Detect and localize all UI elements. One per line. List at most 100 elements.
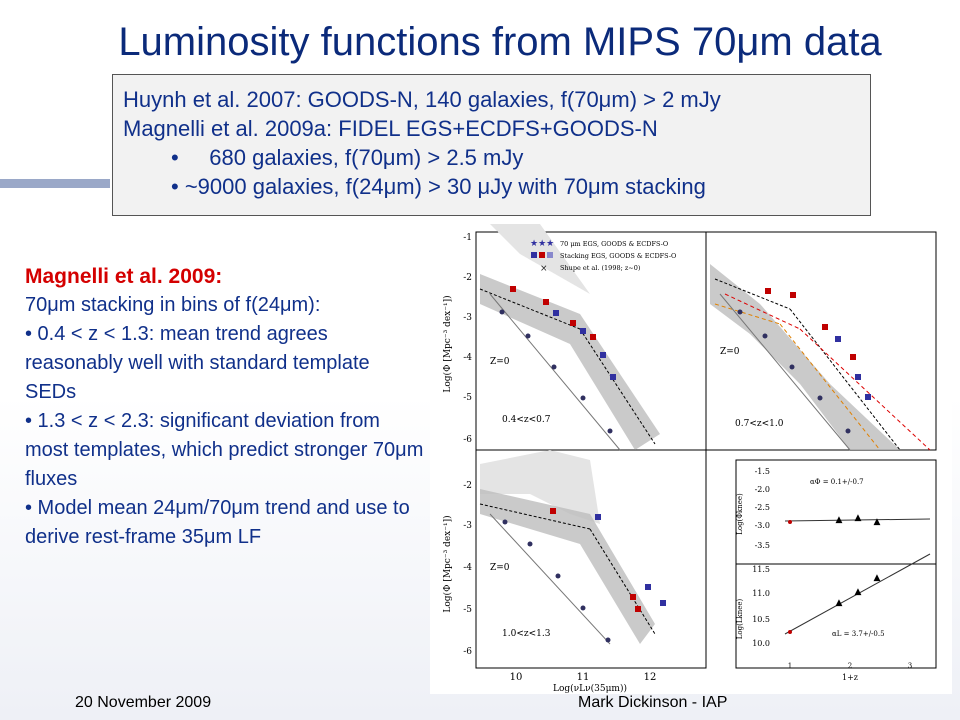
svg-text:-1.5: -1.5 xyxy=(755,467,770,476)
svg-text:-2: -2 xyxy=(463,273,472,283)
z0-line-tl xyxy=(489,293,621,451)
alpha-phi-label: αΦ = 0.1+/-0.7 xyxy=(810,478,864,486)
svg-text:▲: ▲ xyxy=(855,513,862,523)
small-bottom-ticks: 11.5 11.0 10.5 10.0 xyxy=(752,565,770,648)
svg-text:-4: -4 xyxy=(463,353,472,363)
blue-points-tl xyxy=(553,310,616,380)
small-red-points xyxy=(788,520,792,634)
svg-text:-3: -3 xyxy=(463,313,472,323)
light-band-tl xyxy=(490,224,590,294)
panel-label-bl: 1.0<z<1.3 xyxy=(502,629,551,639)
source-line-2: Magnelli et al. 2009a: FIDEL EGS+ECDFS+G… xyxy=(123,116,658,141)
lf-figure-svg: Z=0 0.4<z<0.7 70 μm EGS, GOODS & ECDFS-O… xyxy=(442,224,937,694)
svg-text:▲: ▲ xyxy=(874,573,881,583)
footer-author: Mark Dickinson - IAP xyxy=(578,694,728,711)
small-top-ticks: -1.5 -2.0 -2.5 -3.0 -3.5 xyxy=(755,467,770,550)
y-axis-label-top: Log(Φ [Mpc⁻³ dex⁻¹]) xyxy=(442,295,453,392)
source-line-1: Huynh et al. 2007: GOODS-N, 140 galaxies… xyxy=(123,87,721,112)
red-points-bl xyxy=(550,508,641,612)
footer-date: 20 November 2009 xyxy=(75,694,212,711)
orange-template-line xyxy=(714,303,781,325)
red-points-tr xyxy=(765,288,856,360)
legend-item-3: Shupe et al. (1998; z~0) xyxy=(560,264,641,272)
lf-figure: Z=0 0.4<z<0.7 70 μm EGS, GOODS & ECDFS-O… xyxy=(430,224,952,694)
svg-text:1: 1 xyxy=(788,662,792,670)
shupe-points-bl xyxy=(502,519,611,643)
svg-text:-5: -5 xyxy=(463,393,472,403)
fit-line-bl-2 xyxy=(589,528,656,635)
svg-text:11.5: 11.5 xyxy=(752,565,770,574)
svg-text:10.5: 10.5 xyxy=(752,615,770,624)
svg-text:12: 12 xyxy=(644,672,657,683)
sources-box: Huynh et al. 2007: GOODS-N, 140 galaxies… xyxy=(112,74,871,216)
summary-line-3: • 1.3 < z < 2.3: significant deviation f… xyxy=(25,410,424,490)
svg-text:▲: ▲ xyxy=(855,587,862,597)
z0-label-bl: Z=0 xyxy=(490,563,510,573)
light-band-bl xyxy=(480,450,600,524)
summary-line-2: • 0.4 < z < 1.3: mean trend agrees reaso… xyxy=(25,323,370,403)
small-x-ticks: 1 2 3 xyxy=(788,662,912,670)
y-ticks-bottom: -2 -3 -4 -5 -6 xyxy=(463,481,472,657)
source-bullet-2: • ~9000 galaxies, f(24μm) > 30 μJy with … xyxy=(171,174,706,199)
svg-text:-3.5: -3.5 xyxy=(755,541,770,550)
svg-text:▲: ▲ xyxy=(836,598,843,608)
gray-band-tr xyxy=(710,264,900,450)
svg-text:-4: -4 xyxy=(463,563,472,573)
l-knee-fit xyxy=(784,553,931,635)
fit-line-bl xyxy=(479,503,591,530)
x-ticks: 10 11 12 xyxy=(510,672,657,683)
svg-text:-6: -6 xyxy=(463,435,472,445)
legend: 70 μm EGS, GOODS & ECDFS-O Stacking EGS,… xyxy=(560,240,676,272)
svg-text:-3: -3 xyxy=(463,521,472,531)
legend-star-icon: ★★★ xyxy=(530,239,554,249)
phi-knee-fit xyxy=(784,518,931,522)
svg-text:▲: ▲ xyxy=(836,515,843,525)
fit-line-tr xyxy=(714,278,791,310)
svg-text:11: 11 xyxy=(577,672,590,683)
panel-frame-bl xyxy=(475,449,707,669)
gray-band-tl xyxy=(480,274,660,450)
summary-text: Magnelli et al. 2009: 70μm stacking in b… xyxy=(25,262,425,552)
small-ylabel-top: Log(Φknee) xyxy=(736,493,744,535)
svg-text:2: 2 xyxy=(848,662,852,670)
svg-text:-6: -6 xyxy=(463,647,472,657)
alpha-l-label: αL = 3.7+/-0.5 xyxy=(832,630,885,638)
x-axis-label: Log(νLν(35μm)) xyxy=(553,683,627,694)
svg-text:-5: -5 xyxy=(463,605,472,615)
summary-line-4: • Model mean 24μm/70μm trend and use to … xyxy=(25,497,410,548)
source-bullet-1: • 680 galaxies, f(70μm) > 2.5 mJy xyxy=(171,145,524,170)
svg-text:-2: -2 xyxy=(463,481,472,491)
orange-template-line-2 xyxy=(779,323,881,451)
summary-heading: Magnelli et al. 2009: xyxy=(25,265,223,288)
summary-line-1: 70μm stacking in bins of f(24μm): xyxy=(25,294,321,316)
blue-points-tr xyxy=(835,336,871,400)
panel-label-tl: 0.4<z<0.7 xyxy=(502,415,551,425)
svg-text:▲: ▲ xyxy=(874,517,881,527)
legend-item-1: 70 μm EGS, GOODS & ECDFS-O xyxy=(560,240,668,248)
y-axis-label-bottom: Log(Φ [Mpc⁻³ dex⁻¹]) xyxy=(442,515,453,612)
svg-text:-1: -1 xyxy=(463,233,472,243)
svg-text:-2.5: -2.5 xyxy=(755,503,770,512)
small-ylabel-bottom: Log(Lknee) xyxy=(736,598,744,639)
fit-line-tl-2 xyxy=(579,328,656,445)
z0-line-bl xyxy=(489,513,611,645)
z0-line-tr xyxy=(719,293,851,451)
slide-title: Luminosity functions from MIPS 70μm data xyxy=(118,20,882,64)
legend-item-2: Stacking EGS, GOODS & ECDFS-O xyxy=(560,252,676,260)
fit-line-tl xyxy=(479,288,581,330)
svg-text:3: 3 xyxy=(908,662,912,670)
y-ticks-top: -1 -2 -3 -4 -5 -6 xyxy=(463,233,472,445)
panel-label-tr: 0.7<z<1.0 xyxy=(735,419,784,429)
small-xlabel: 1+z xyxy=(842,673,858,682)
svg-text:10.0: 10.0 xyxy=(752,639,770,648)
legend-cross-icon: × xyxy=(540,264,548,274)
panel-frame-tr xyxy=(705,231,937,451)
legend-square-icons xyxy=(531,252,553,258)
z0-label-tr: Z=0 xyxy=(720,347,740,357)
decorative-band xyxy=(0,179,110,188)
small-triangle-icons: ▲ ▲ ▲ ▲ ▲ ▲ xyxy=(836,513,881,608)
svg-text:10: 10 xyxy=(510,672,523,683)
z0-label-tl: Z=0 xyxy=(490,357,510,367)
red-points-tl xyxy=(510,286,596,340)
svg-text:-3.0: -3.0 xyxy=(755,521,770,530)
